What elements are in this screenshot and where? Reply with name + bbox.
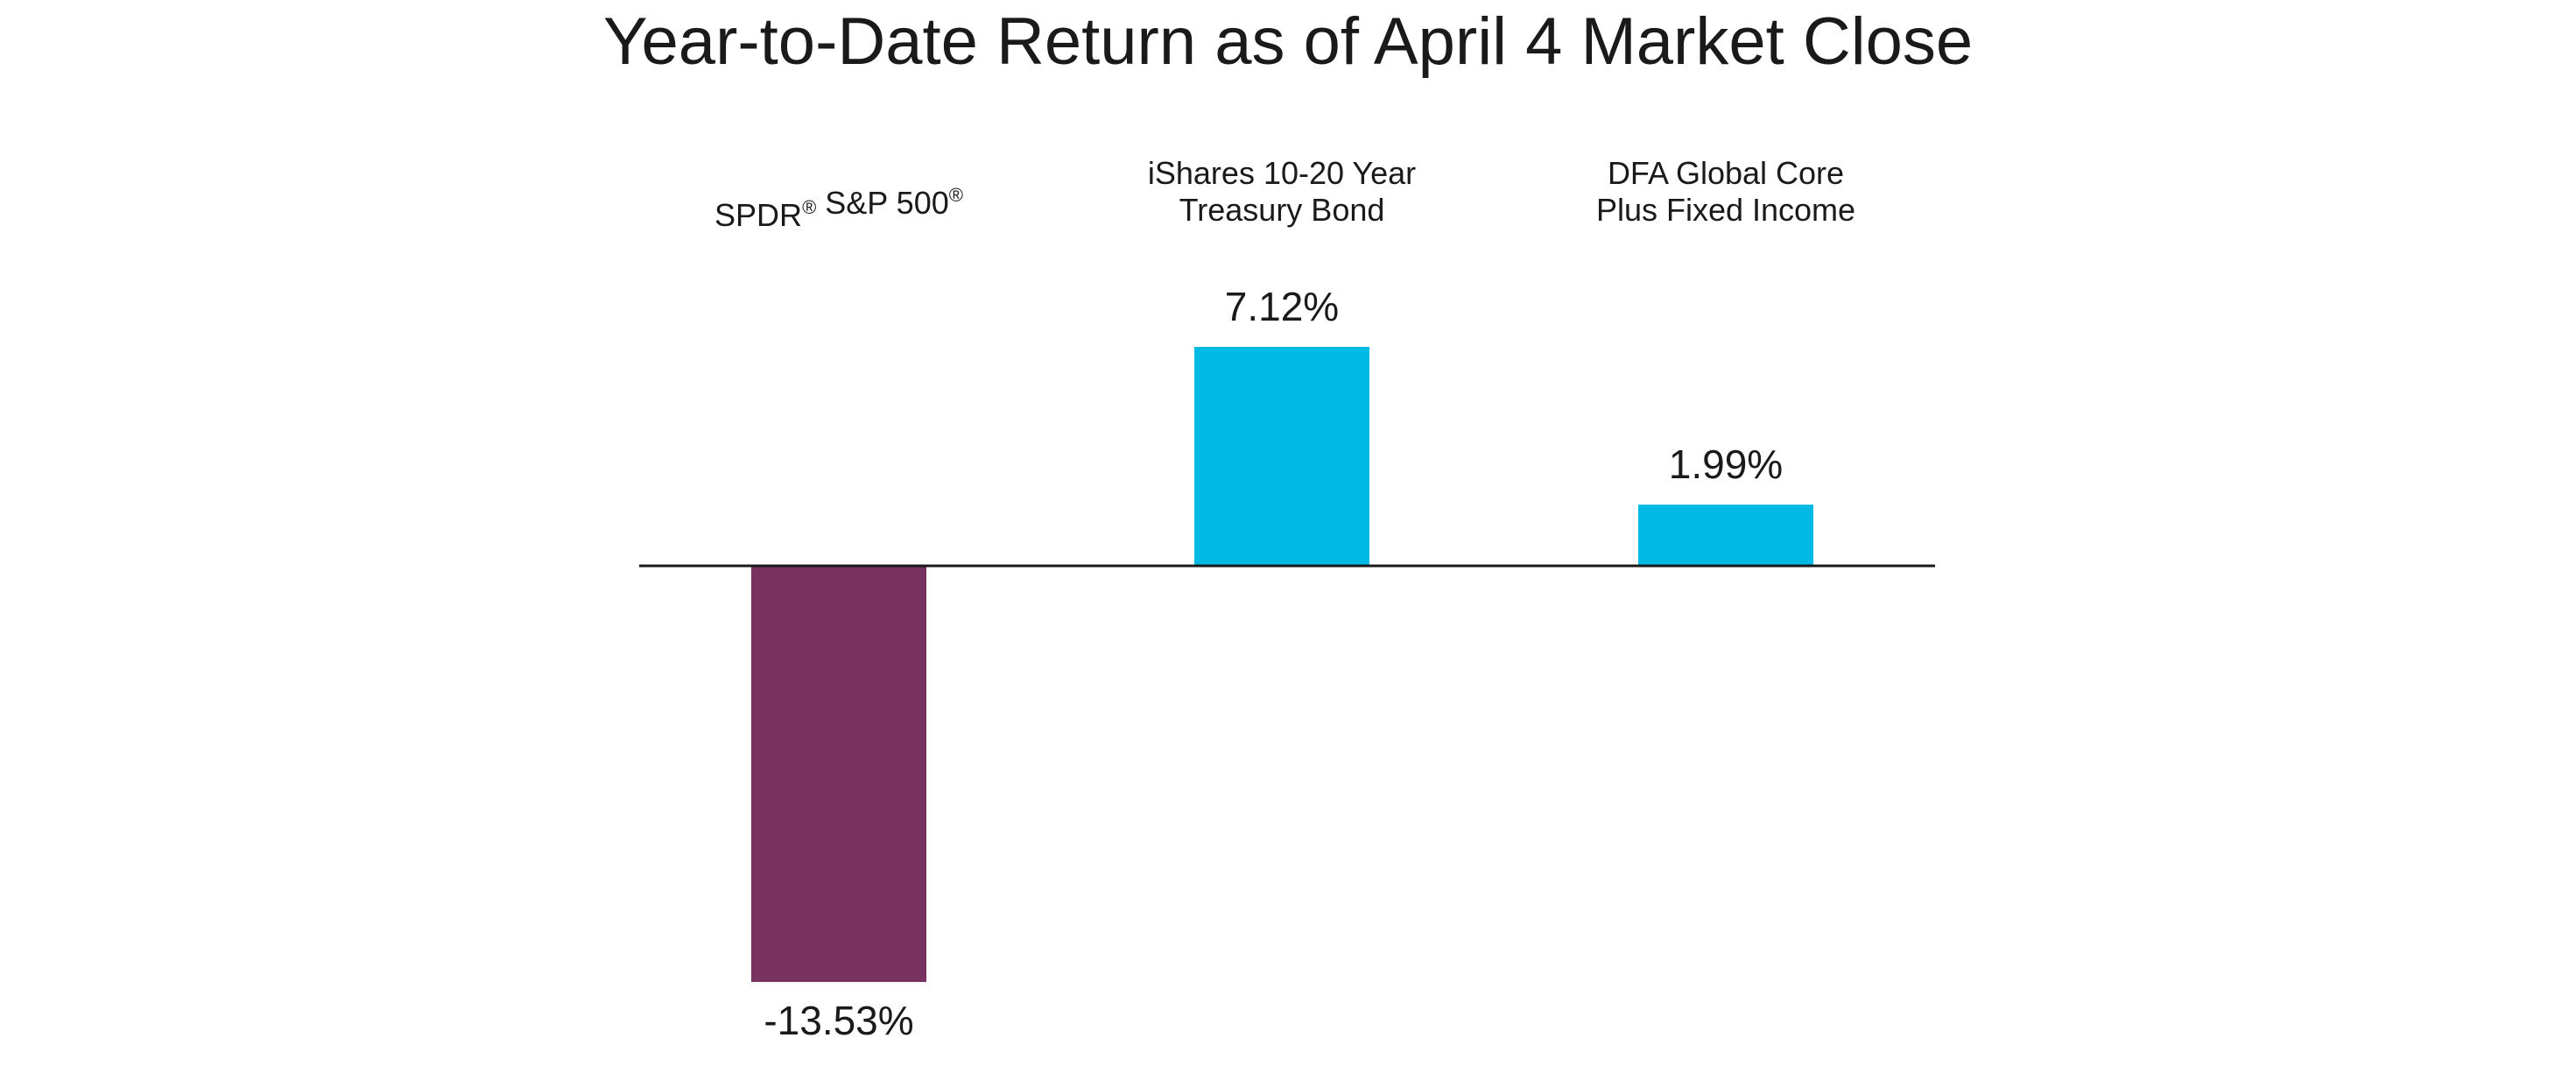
value-label-1: -13.53% bbox=[764, 998, 913, 1043]
category-label-2: iShares 10-20 Year Treasury Bond bbox=[1148, 155, 1416, 228]
labels-layer: -13.53% SPDR® S&P 500® 7.12% iShares 10-20 … bbox=[714, 155, 1855, 1043]
bars-layer bbox=[751, 347, 1813, 983]
category-label-3: DFA Global Core Plus Fixed Income bbox=[1596, 155, 1855, 228]
bar-2 bbox=[1194, 347, 1369, 566]
bar-3 bbox=[1638, 505, 1813, 566]
bar-1 bbox=[751, 566, 926, 983]
value-label-2: 7.12% bbox=[1225, 284, 1339, 329]
chart-title: Year-to-Date Return as of April 4 Market… bbox=[603, 4, 1973, 79]
category-label-1: SPDR® S&P 500® bbox=[714, 184, 963, 233]
value-label-3: 1.99% bbox=[1669, 441, 1783, 487]
